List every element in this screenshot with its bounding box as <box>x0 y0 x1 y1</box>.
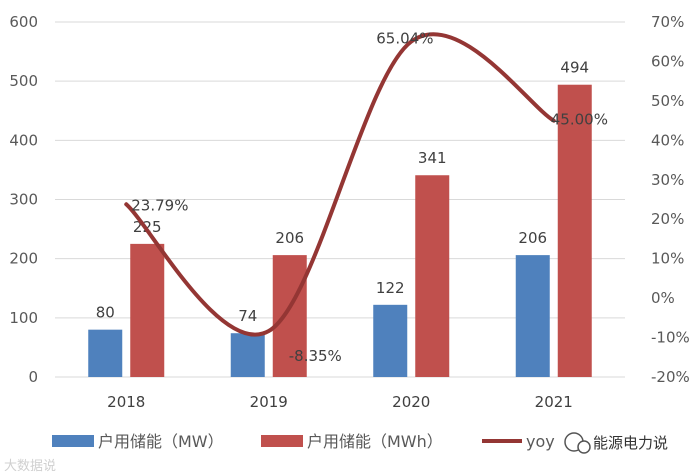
x-tick-label: 2018 <box>107 393 145 411</box>
y-right-tick-label: 50% <box>651 92 684 110</box>
bar-data-label: 206 <box>518 229 547 247</box>
bar-mwh <box>415 175 450 377</box>
x-tick-label: 2019 <box>250 393 288 411</box>
wechat-icon-bubble <box>577 440 591 454</box>
y-left-tick-label: 600 <box>9 13 38 31</box>
bar-data-label: 206 <box>275 229 304 247</box>
yoy-point <box>553 120 555 122</box>
y-right-tick-label: 0% <box>651 289 675 307</box>
bar-data-label: 80 <box>96 304 115 322</box>
y-left-tick-label: 300 <box>9 191 38 209</box>
legend-label: 户用储能（MWh） <box>307 432 443 451</box>
yoy-data-label: 23.79% <box>131 196 188 214</box>
yoy-data-label: 45.00% <box>551 111 608 129</box>
bar-mw <box>230 333 265 377</box>
yoy-data-label: 65.04% <box>376 30 433 48</box>
legend-label: 户用储能（MW） <box>98 432 224 451</box>
y-left-tick-label: 100 <box>9 309 38 327</box>
yoy-point <box>410 41 412 43</box>
y-right-tick-label: 70% <box>651 13 684 31</box>
watermark-text-right: 能源电力说 <box>593 434 668 452</box>
bar-mw <box>515 255 550 377</box>
y-left-tick-label: 500 <box>9 72 38 90</box>
yoy-line <box>124 32 556 337</box>
y-right-tick-label: -20% <box>651 368 690 386</box>
bar-data-label: 494 <box>560 59 589 77</box>
x-tick-label: 2020 <box>392 393 430 411</box>
y-right-tick-label: 10% <box>651 250 684 268</box>
y-right-tick-label: 20% <box>651 210 684 228</box>
bar-mw <box>88 329 123 377</box>
bar-mw <box>373 304 408 377</box>
x-tick-label: 2021 <box>535 393 573 411</box>
yoy-point <box>125 203 127 205</box>
watermark-text-left: 大数据说 <box>4 459 56 474</box>
bar-data-label: 74 <box>238 307 257 325</box>
y-right-tick-label: 40% <box>651 131 684 149</box>
bar-mwh <box>557 84 592 377</box>
y-right-tick-label: 60% <box>651 52 684 70</box>
y-left-tick-label: 200 <box>9 250 38 268</box>
yoy-point <box>268 330 270 332</box>
legend-swatch-mw <box>52 435 94 447</box>
y-right-tick-label: -10% <box>651 329 690 347</box>
bar-data-label: 122 <box>376 279 405 297</box>
y-right-tick-label: 30% <box>651 171 684 189</box>
bar-mwh <box>130 243 165 377</box>
bar-data-label: 341 <box>418 149 447 167</box>
yoy-data-label: -8.35% <box>289 347 342 365</box>
y-left-tick-label: 0 <box>28 368 38 386</box>
y-left-tick-label: 400 <box>9 131 38 149</box>
legend-label: yoy <box>526 432 555 451</box>
bar-mwh <box>272 255 307 377</box>
legend-swatch-mwh <box>261 435 303 447</box>
